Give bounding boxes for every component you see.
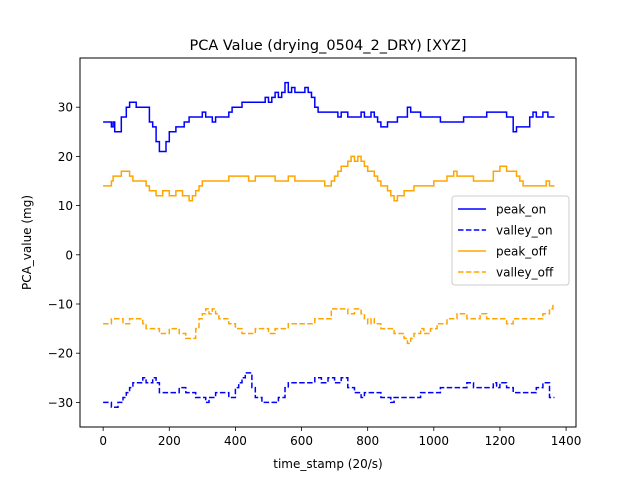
series-line-valley_off	[103, 303, 555, 345]
x-axis: 0 200 400 600 800 1000 1200 1400	[99, 427, 581, 448]
legend: peak_on valley_on peak_off valley_off	[451, 195, 570, 286]
legend-label-valley_on: valley_on	[496, 224, 553, 238]
y-tick-label: 0	[65, 248, 73, 262]
x-axis-label: time_stamp (20/s)	[273, 457, 382, 471]
legend-box	[451, 195, 570, 286]
y-tick-label: −10	[48, 298, 73, 312]
x-tick-label: 1200	[485, 434, 516, 448]
y-tick-label: −20	[48, 347, 73, 361]
legend-label-valley_off: valley_off	[496, 266, 554, 280]
y-axis: −30 −20 −10 0 10 20 30	[48, 101, 80, 410]
chart-title: PCA Value (drying_0504_2_DRY) [XYZ]	[189, 38, 466, 54]
x-tick-label: 400	[224, 434, 247, 448]
x-tick-label: 800	[356, 434, 379, 448]
legend-label-peak_on: peak_on	[496, 203, 546, 217]
legend-label-peak_off: peak_off	[496, 245, 548, 259]
x-tick-label: 1400	[551, 434, 582, 448]
x-tick-label: 0	[99, 434, 107, 448]
x-tick-label: 1000	[419, 434, 450, 448]
plot-frame	[79, 57, 577, 428]
y-tick-label: 30	[58, 101, 73, 115]
series-line-valley_on	[103, 372, 555, 409]
series-line-peak_on	[103, 81, 555, 153]
plot-series	[103, 81, 555, 409]
series-line-peak_off	[103, 155, 555, 202]
y-axis-label: PCA_value (mg)	[20, 195, 34, 290]
y-tick-label: 10	[58, 199, 73, 213]
x-tick-label: 200	[158, 434, 181, 448]
y-tick-label: 20	[58, 150, 73, 164]
x-tick-label: 600	[290, 434, 313, 448]
y-tick-label: −30	[48, 396, 73, 410]
